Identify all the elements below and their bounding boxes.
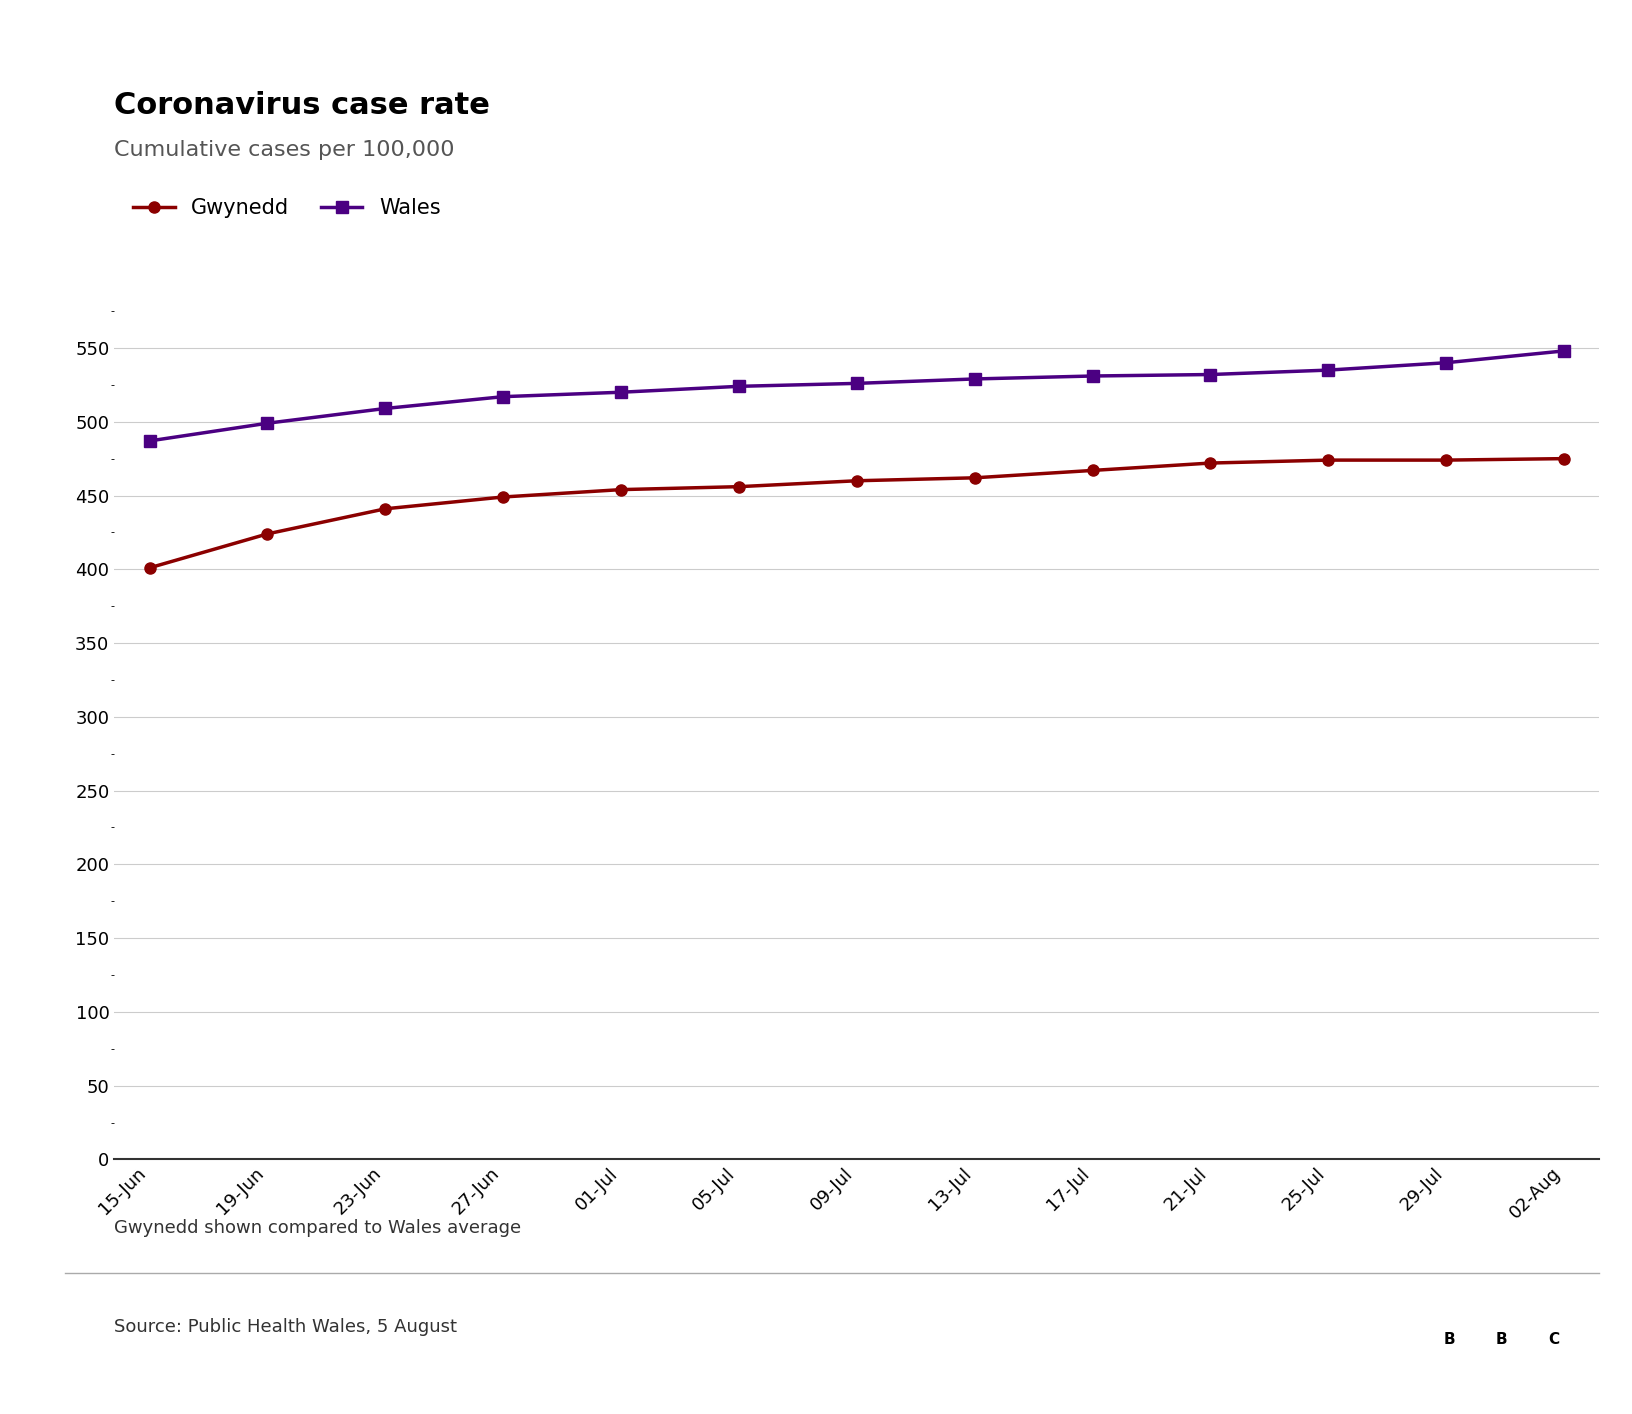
Bar — [1479, 1305, 1524, 1374]
Text: Source: Public Health Wales, 5 August: Source: Public Health Wales, 5 August — [114, 1318, 457, 1336]
Text: C: C — [1549, 1332, 1559, 1348]
Bar — [1426, 1305, 1472, 1374]
Text: Gwynedd shown compared to Wales average: Gwynedd shown compared to Wales average — [114, 1219, 521, 1237]
Text: B: B — [1443, 1332, 1456, 1348]
Bar — [1531, 1305, 1577, 1374]
Text: B: B — [1495, 1332, 1508, 1348]
Text: Coronavirus case rate: Coronavirus case rate — [114, 90, 490, 120]
Legend: Gwynedd, Wales: Gwynedd, Wales — [124, 189, 449, 226]
Text: Cumulative cases per 100,000: Cumulative cases per 100,000 — [114, 140, 455, 160]
